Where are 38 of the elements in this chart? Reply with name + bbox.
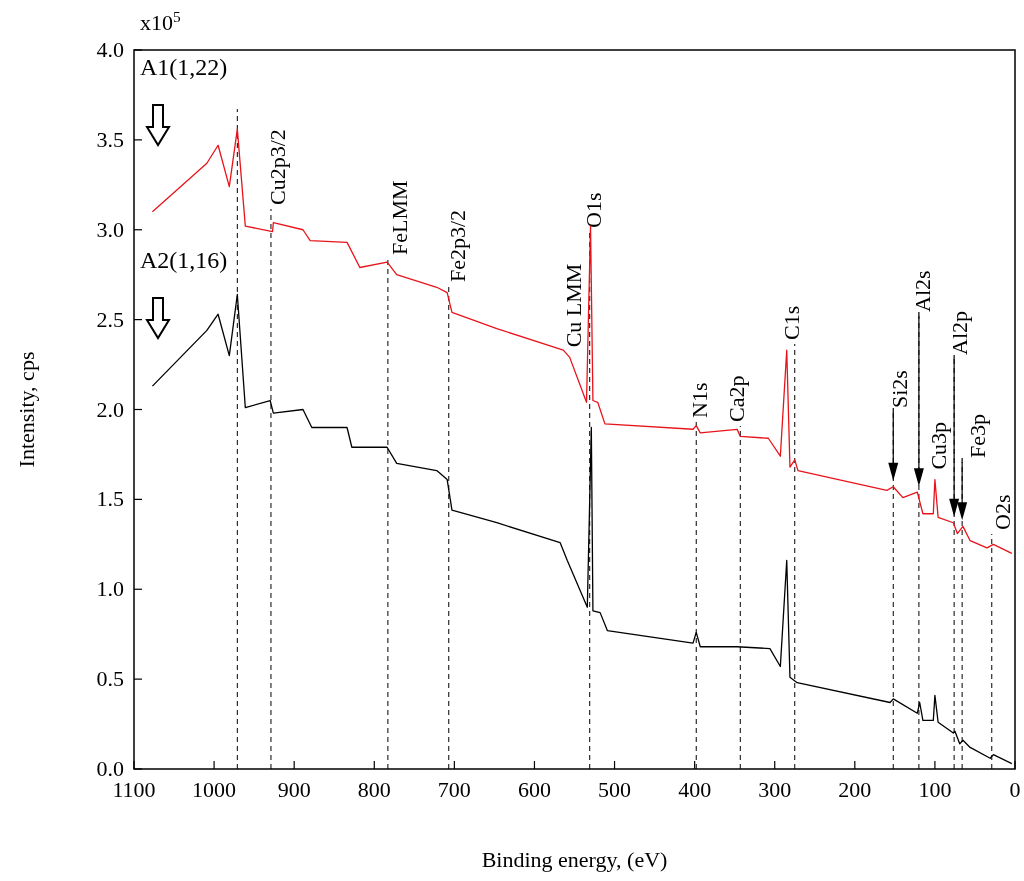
ref-line-label: O1s [580,192,606,228]
y-axis-title: Intensity, cps [14,351,39,468]
ref-line-label: C1s [778,305,804,340]
x-tick-label: 500 [598,777,632,802]
x-tick-label: 800 [357,777,391,802]
ref-line-label: Al2p [947,311,973,355]
text: x10$^{5}$ [140,7,181,35]
y-tick-label: 2.5 [96,306,124,332]
y-tick-label: 3.5 [96,126,124,152]
x-tick-label: 700 [437,777,471,802]
series-label: A2(1,16) [140,247,228,273]
ref-line-label: Fe2p3/2 [444,209,470,282]
text: A1(1,22) [140,54,228,80]
ref-line-label: Si2s [887,370,913,408]
ref-line-label: Fe3p [965,414,991,458]
ref-line-label: Ca2p [724,375,750,422]
x-tick-label: 400 [678,777,712,802]
annotation: Cu3p [925,421,951,470]
x-tick-label: 300 [758,777,792,802]
x-axis-title: Binding energy, (eV) [481,847,668,872]
x-tick-label: 600 [517,777,551,802]
x-tick-label: 900 [277,777,311,802]
y-tick-label: 4.0 [96,37,124,62]
x-tick-label: 1000 [192,777,237,802]
ref-line-label: N1s [687,382,713,418]
x-tick-label: 200 [838,777,872,802]
y-tick-label: 1.0 [96,576,124,602]
y-tick-label: 2.0 [96,396,124,422]
ref-line-label: Cu2p3/2 [264,129,290,205]
y-tick-label: 3.0 [96,216,124,242]
y-tick-label: 1.5 [96,486,124,512]
y-tick-label: 0.5 [96,666,124,692]
ref-line-label: Al2s [909,270,935,312]
ref-line-label: FeLMM [386,180,412,255]
x-tick-label: 0 [1009,777,1021,802]
ref-line-label: O2s [989,494,1015,530]
x-tick-label: 100 [918,777,952,802]
annotation: Cu LMM [560,263,586,348]
